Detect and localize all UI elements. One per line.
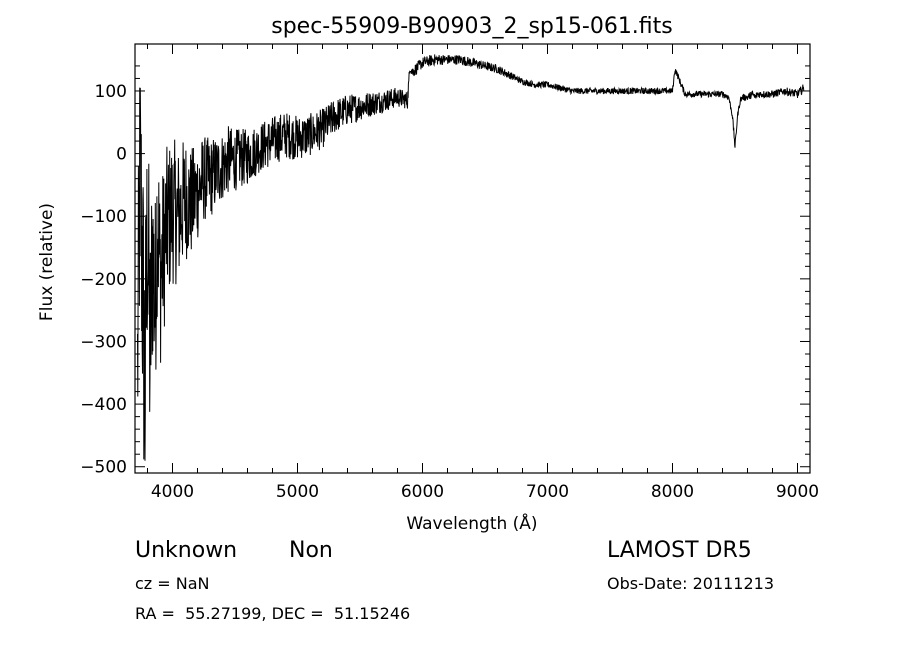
observation-date: Obs-Date: 20111213 <box>607 574 775 593</box>
x-tick-label: 6000 <box>401 482 444 502</box>
y-tick-label: −400 <box>80 395 127 415</box>
x-axis-label: Wavelength (Å) <box>406 512 537 534</box>
y-tick-label: −100 <box>80 207 127 227</box>
ra-dec-coordinates: RA = 55.27199, DEC = 51.15246 <box>135 604 411 623</box>
y-axis-label: Flux (relative) <box>37 203 57 321</box>
y-tick-label: 100 <box>95 82 127 102</box>
object-subclass: Non <box>289 538 333 563</box>
y-tick-labels: −500 −400 −300 −200 −100 0 100 <box>80 82 127 478</box>
axis-ticks <box>135 44 810 473</box>
y-tick-label: −500 <box>80 458 127 478</box>
plot-frame <box>134 43 811 474</box>
x-tick-label: 5000 <box>276 482 319 502</box>
chart-title: spec-55909-B90903_2_sp15-061.fits <box>271 14 673 39</box>
x-tick-label: 9000 <box>776 482 819 502</box>
y-tick-label: −300 <box>80 332 127 352</box>
spectrum-line <box>137 54 805 461</box>
x-tick-label: 7000 <box>526 482 569 502</box>
x-tick-label: 4000 <box>151 482 194 502</box>
redshift-cz: cz = NaN <box>135 574 210 593</box>
y-tick-label: −200 <box>80 270 127 290</box>
x-tick-label: 8000 <box>651 482 694 502</box>
survey-name: LAMOST DR5 <box>607 538 752 563</box>
object-class: Unknown <box>135 538 238 563</box>
y-tick-label: 0 <box>116 145 127 165</box>
x-tick-labels: 4000 5000 6000 7000 8000 9000 <box>151 482 819 502</box>
